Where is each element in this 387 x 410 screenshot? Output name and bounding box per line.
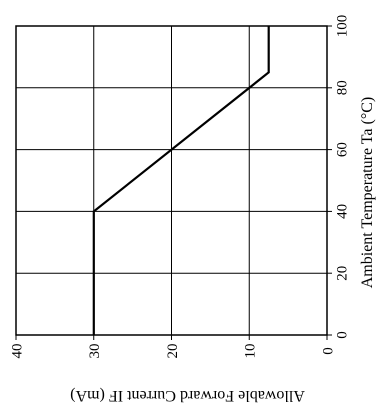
temperature-tick-label: 60 [334, 142, 350, 157]
derating-curve [92, 26, 270, 335]
temperature-tick-label: 40 [334, 204, 350, 219]
chart-grid [16, 26, 327, 335]
current-tick-label: 30 [87, 344, 103, 359]
temperature-tick-label: 0 [334, 331, 350, 339]
temperature-tick-labels: 0 20 40 60 80 100 [334, 15, 350, 339]
current-tick-label: 40 [9, 344, 25, 359]
current-tick-label: 0 [320, 347, 336, 355]
current-tick-label: 20 [165, 344, 181, 359]
current-tick-labels: 40 30 20 10 0 [9, 344, 336, 359]
temperature-tick-label: 80 [334, 80, 350, 95]
current-tick-label: 10 [243, 344, 259, 359]
temperature-tick-label: 100 [334, 15, 350, 38]
temperature-tick-label: 20 [334, 266, 350, 281]
temperature-axis-title: Ambient Temperature Ta (°C) [359, 97, 376, 289]
axis-ticks [15, 25, 332, 340]
current-axis-title: Allowable Forward Current IF (mA) [70, 387, 305, 404]
